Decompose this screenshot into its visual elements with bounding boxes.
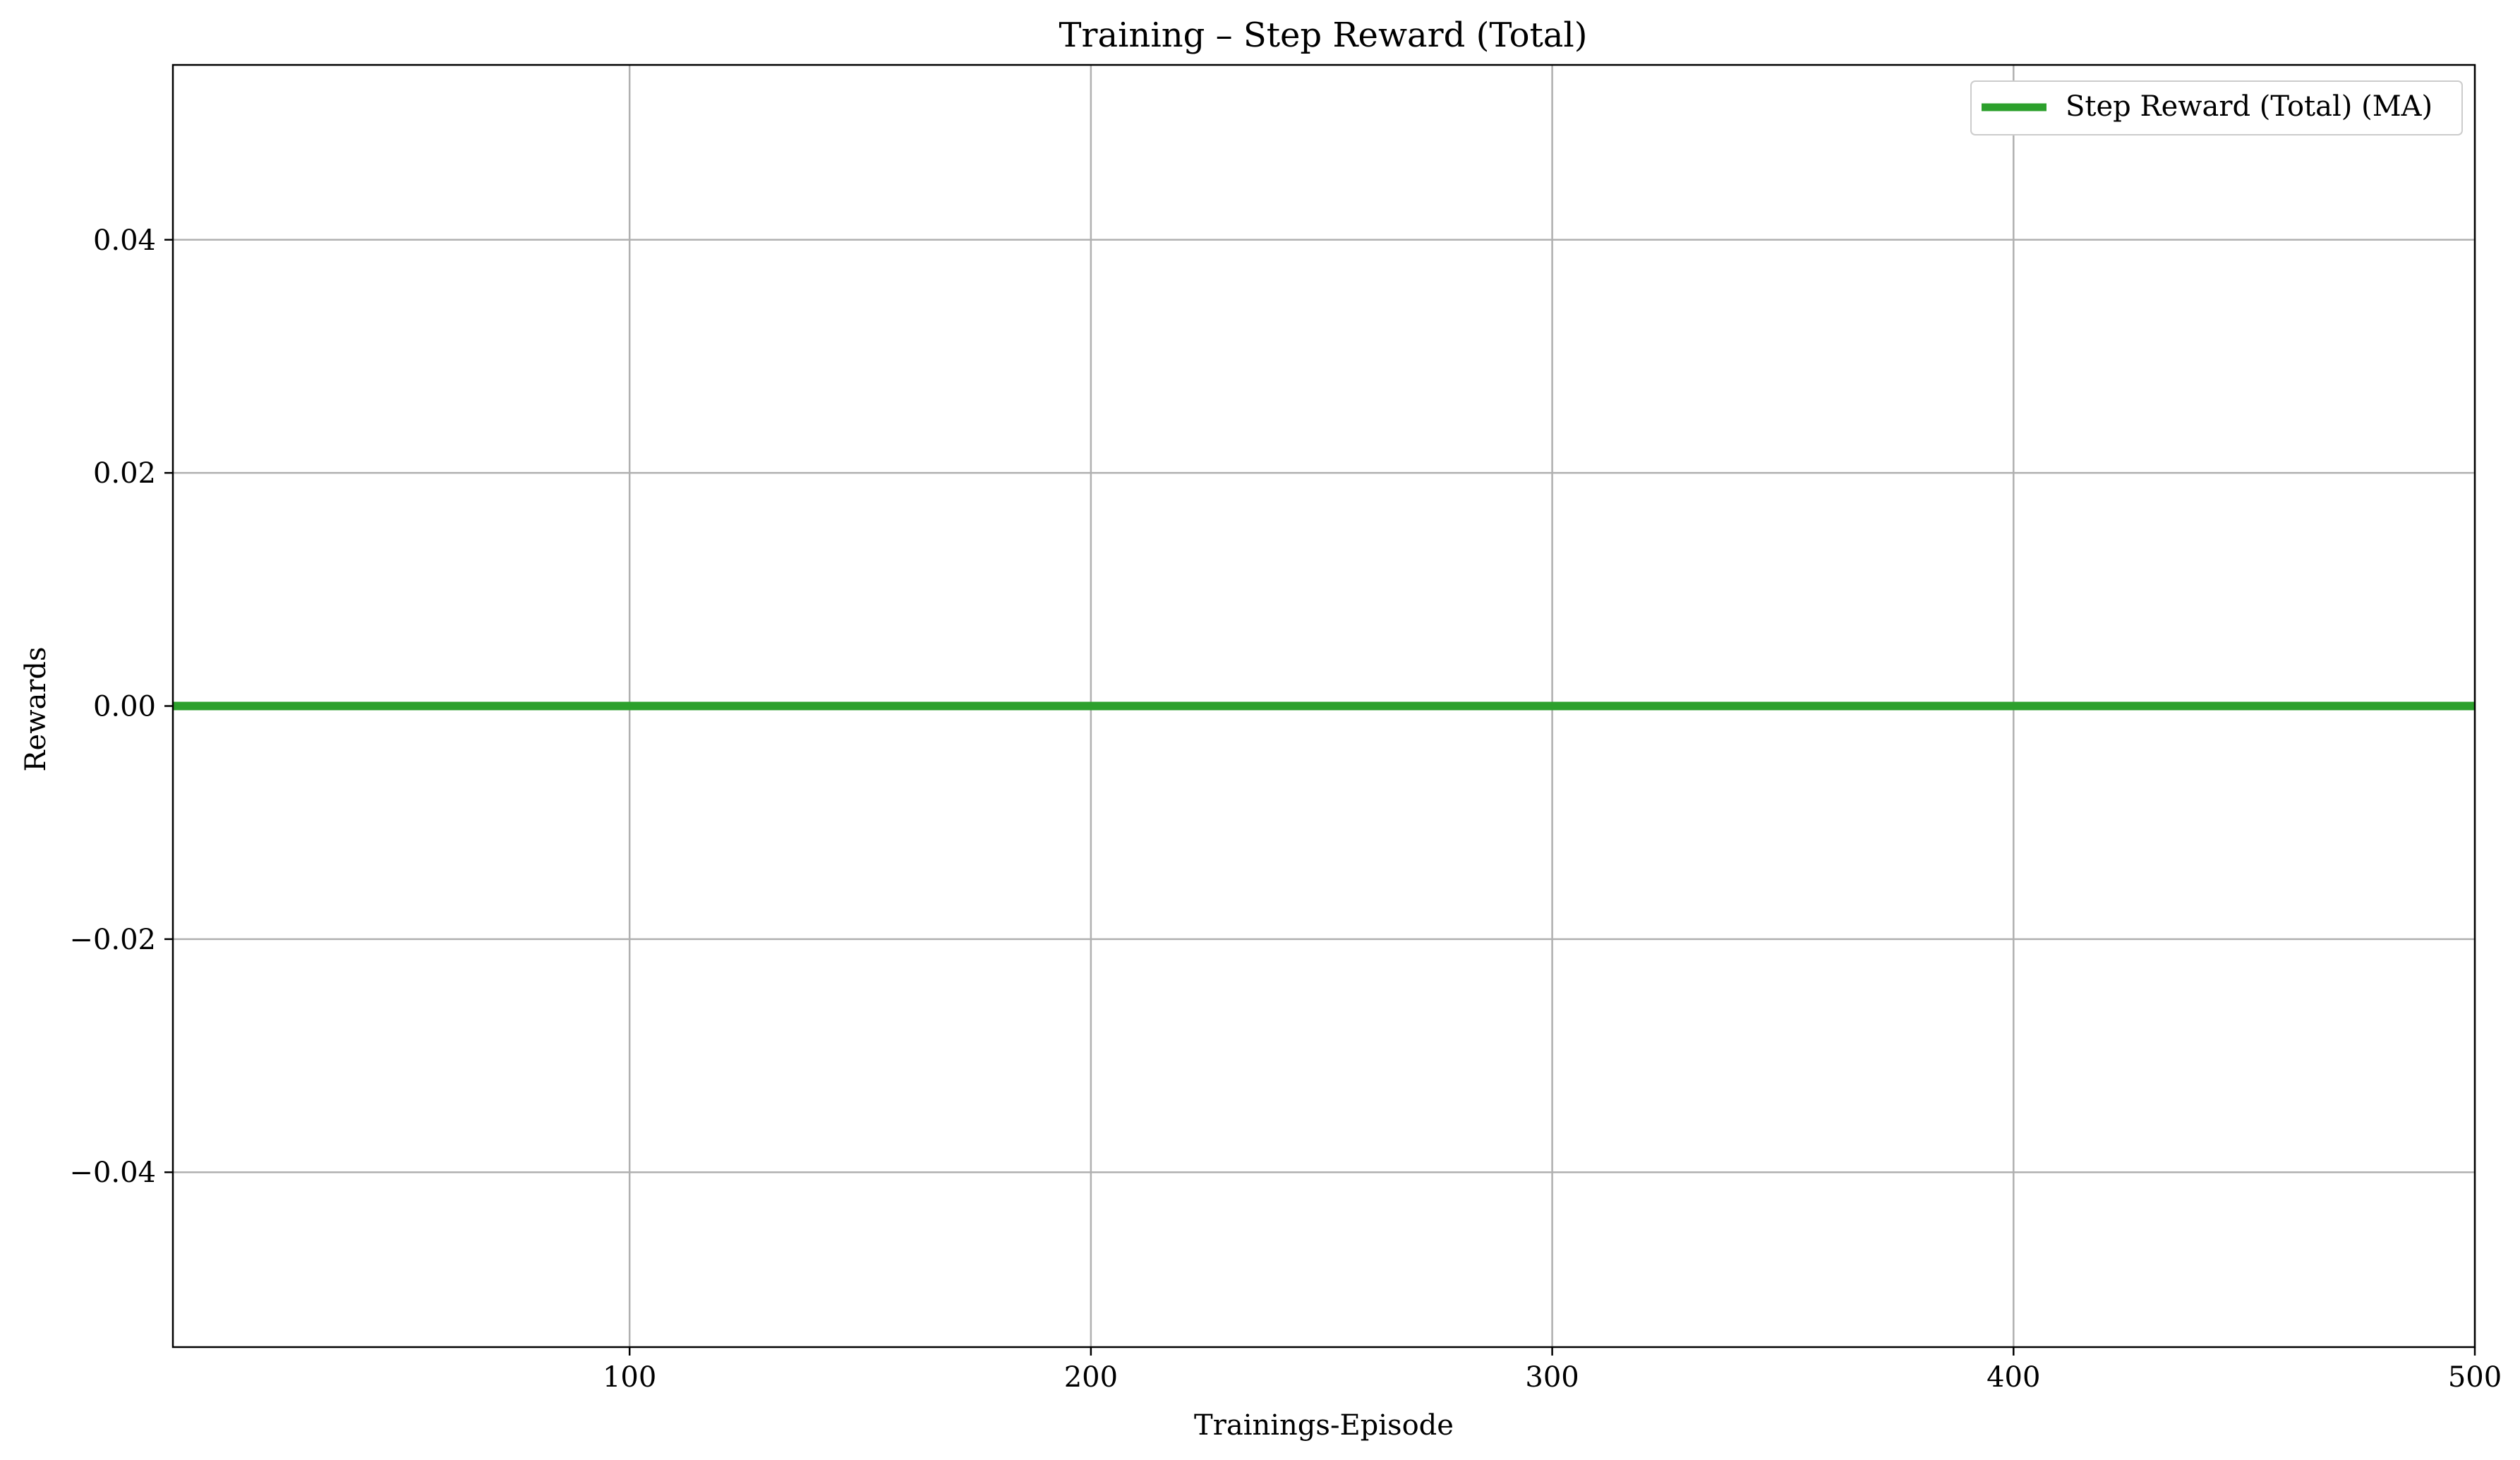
y-tick-label: 0.02 [93, 457, 156, 490]
y-axis-ticks: −0.04 −0.02 0.00 0.02 0.04 [69, 224, 173, 1189]
x-axis-label: Trainings-Episode [1194, 1409, 1454, 1442]
legend-label: Step Reward (Total) (MA) [2066, 90, 2432, 123]
y-tick-label: −0.02 [69, 924, 156, 956]
y-axis-label: Rewards [20, 646, 52, 771]
y-tick-label: 0.04 [93, 224, 156, 257]
x-axis-ticks: 100 200 300 400 500 [603, 1347, 2502, 1394]
x-tick-label: 200 [1064, 1361, 1118, 1394]
y-tick-label: 0.00 [93, 691, 156, 723]
x-tick-label: 400 [1987, 1361, 2040, 1394]
chart-title: Training – Step Reward (Total) [1059, 16, 1588, 55]
legend-box [1970, 80, 2463, 135]
x-tick-label: 500 [2448, 1361, 2502, 1394]
legend: Step Reward (Total) (MA) [1970, 80, 2463, 135]
x-tick-label: 300 [1525, 1361, 1579, 1394]
x-tick-label: 100 [603, 1361, 656, 1394]
y-tick-label: −0.04 [69, 1157, 156, 1189]
